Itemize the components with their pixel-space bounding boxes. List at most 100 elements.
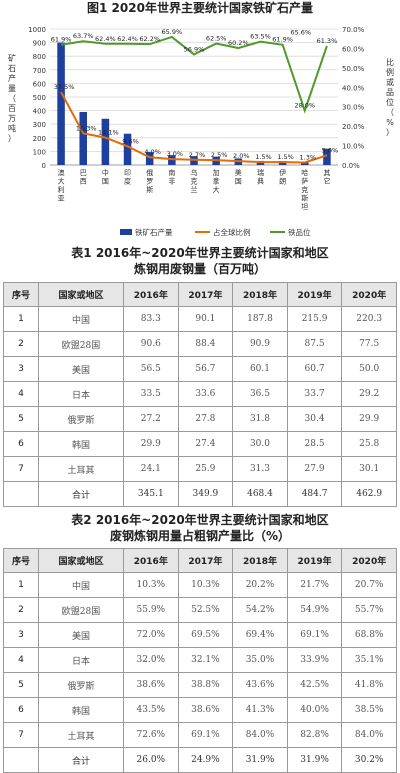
y-right-tick-label: 10.0%: [342, 143, 365, 151]
value-cell: 27.8: [177, 406, 234, 432]
x-tick-label-char: 俄: [146, 168, 153, 177]
y-left-axis-title-char: 量: [8, 84, 16, 93]
value-cell: 69.5%: [177, 622, 234, 648]
value-cell: 38.6%: [177, 697, 234, 723]
x-tick-label-char: 大: [213, 185, 220, 194]
table2-header-0: 序号: [3, 548, 39, 573]
value-cell: 90.9: [232, 331, 288, 357]
region-name: 土耳其: [38, 722, 124, 748]
region-name: 欧盟28国: [38, 597, 124, 623]
value-cell: 187.8: [232, 306, 288, 332]
table2-header-5: 2019年: [286, 548, 343, 573]
value-cell: 29.9: [123, 431, 179, 457]
y-right-tick-label: 70.0%: [342, 26, 365, 34]
data-label: 63.7%: [73, 32, 94, 40]
value-cell: 20.7%: [341, 572, 397, 598]
value-cell: 88.4: [177, 331, 234, 357]
table-row: 2 欧盟28国 90.6 88.4 90.9 87.5 77.5: [3, 331, 397, 357]
value-cell: 42.5%: [286, 672, 343, 698]
value-cell: 54.2%: [232, 597, 288, 623]
table1-header-4: 2018年: [232, 282, 288, 307]
y-right-tick-label: 0.0%: [342, 162, 360, 170]
data-label: 1.5%: [277, 153, 294, 161]
data-label: 61.9%: [51, 36, 72, 44]
value-cell: 345.1: [123, 481, 179, 507]
value-cell: 33.9%: [286, 647, 343, 673]
x-tick-label-char: 伊: [279, 168, 286, 177]
x-tick-label-char: 大: [58, 177, 65, 186]
y-right-tick-label: 30.0%: [342, 104, 365, 112]
value-cell: 33.5: [123, 381, 179, 407]
region-name: 美国: [38, 356, 124, 382]
x-tick-label-char: 兰: [191, 185, 198, 194]
value-cell: 84.0%: [232, 722, 288, 748]
y-left-axis-title-char: 百: [8, 104, 16, 113]
x-tick-label-char: 克: [191, 178, 198, 186]
table2-header-4: 2018年: [232, 548, 288, 573]
row-index: 1: [3, 572, 39, 598]
y-left-tick-label: 300: [33, 121, 46, 129]
region-name: 韩国: [38, 431, 124, 457]
region-name: 日本: [38, 381, 124, 407]
value-cell: 56.5: [123, 356, 179, 382]
value-cell: 484.7: [286, 481, 343, 507]
table-row: 4 日本 33.5 33.6 36.5 33.7 29.2: [3, 381, 397, 407]
value-cell: 215.9: [286, 306, 343, 332]
bar: [278, 161, 287, 165]
value-cell: 55.9%: [123, 597, 179, 623]
value-cell: 29.2: [341, 381, 397, 407]
series-line-share: [60, 91, 328, 164]
x-tick-label-char: 坦: [301, 202, 308, 211]
y-left-axis-title-char: 石: [8, 64, 16, 73]
x-tick-label-char: 罗: [146, 178, 153, 186]
value-cell: 27.4: [177, 431, 234, 457]
y-right-tick-label: 50.0%: [342, 65, 365, 73]
row-index: 1: [3, 306, 39, 332]
bar: [145, 152, 154, 165]
value-cell: 87.5: [286, 331, 343, 357]
x-tick-label-char: 非: [168, 177, 175, 186]
x-tick-label-char: 哈: [301, 168, 308, 177]
value-cell: 55.7%: [341, 597, 397, 623]
y-left-tick-label: 800: [33, 53, 46, 61]
data-label: 28.0%: [294, 102, 315, 110]
bar: [301, 162, 309, 165]
x-tick-label-char: 中: [102, 168, 109, 177]
x-tick-label-char: 利: [58, 185, 65, 194]
value-cell: 30.4: [286, 406, 343, 432]
value-cell: 30.2%: [341, 747, 397, 773]
value-cell: 349.9: [177, 481, 234, 507]
value-cell: 31.3: [232, 456, 288, 482]
table1-header-6: 2020年: [341, 282, 397, 307]
y-left-tick-label: 1000: [28, 26, 46, 34]
y-left-axis-title-char: ）: [8, 134, 16, 143]
region-name: 土耳其: [38, 456, 124, 482]
value-cell: 33.7: [286, 381, 343, 407]
row-index: 7: [3, 456, 39, 482]
y-right-tick-label: 60.0%: [342, 45, 365, 53]
row-index: 4: [3, 381, 39, 407]
bar: [323, 148, 331, 165]
value-cell: 38.5%: [341, 697, 397, 723]
x-tick-label-char: 国: [102, 178, 109, 186]
value-cell: 69.1%: [286, 622, 343, 648]
row-index: 2: [3, 331, 39, 357]
y-right-axis-title-char: ）: [386, 128, 394, 137]
table1-title-line1: 表1 2016年~2020年世界主要统计国家和地区: [71, 246, 329, 260]
y-left-axis-title-char: 产: [8, 73, 16, 83]
x-tick-label-char: 亚: [58, 195, 65, 203]
value-cell: 84.0%: [341, 722, 397, 748]
y-right-axis-title-char: 品: [386, 88, 394, 97]
table1-header-row: 序号 国家或地区 2016年 2017年 2018年 2019年 2020年: [3, 282, 397, 307]
table-row: 5 俄罗斯 27.2 27.8 31.8 30.4 29.9: [3, 406, 397, 432]
table-row: 7 土耳其 72.6% 69.1% 84.0% 82.8% 84.0%: [3, 722, 397, 748]
value-cell: 90.6: [123, 331, 179, 357]
table-row: 2 欧盟28国 55.9% 52.5% 54.2% 54.9% 55.7%: [3, 597, 397, 623]
value-cell: 29.9: [341, 406, 397, 432]
y-left-tick-label: 700: [33, 67, 46, 75]
y-left-axis-title-char: （: [8, 94, 16, 103]
data-label: 61.3%: [317, 37, 338, 45]
y-right-axis-title-char: 比: [386, 57, 394, 67]
data-label: 16.3%: [76, 124, 97, 132]
table2-header-3: 2017年: [177, 548, 234, 573]
